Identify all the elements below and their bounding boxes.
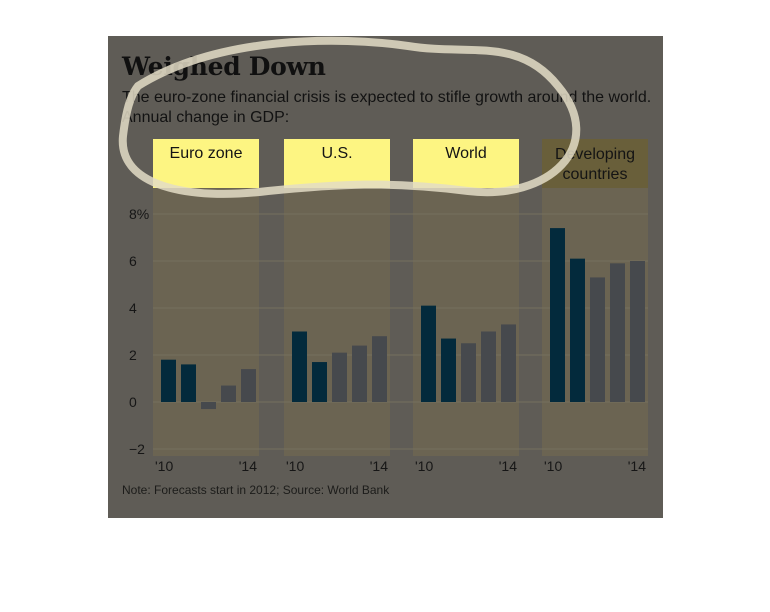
bar xyxy=(312,362,327,402)
x-tick-label: '10 xyxy=(415,458,433,474)
y-tick-label: 6 xyxy=(129,253,137,269)
panel-label: World xyxy=(445,145,487,162)
bar xyxy=(352,345,367,402)
y-tick-label: 2 xyxy=(129,347,137,363)
panel-header xyxy=(153,139,259,188)
panel-label: Euro zone xyxy=(170,145,243,162)
chart-subtitle: The euro-zone financial crisis is expect… xyxy=(122,89,652,126)
bar xyxy=(461,343,476,402)
bar xyxy=(570,258,585,402)
bar xyxy=(372,336,387,402)
bar xyxy=(610,263,625,402)
bar xyxy=(181,364,196,402)
panel-label: U.S. xyxy=(321,145,352,162)
x-tick-label: '14 xyxy=(370,458,388,474)
x-tick-label: '10 xyxy=(155,458,173,474)
chart-note: Note: Forecasts start in 2012; Source: W… xyxy=(122,483,390,497)
bar xyxy=(441,338,456,402)
x-tick-label: '14 xyxy=(239,458,257,474)
bar xyxy=(630,261,645,402)
x-tick-label: '10 xyxy=(286,458,304,474)
bar xyxy=(590,277,605,402)
panel-header xyxy=(413,139,519,188)
bar xyxy=(481,331,496,402)
bar xyxy=(201,402,216,410)
y-tick-label: 8% xyxy=(129,206,149,222)
highlight-outline xyxy=(118,36,581,198)
panel-background xyxy=(284,188,390,456)
bar xyxy=(332,352,347,402)
panel-header xyxy=(284,139,390,188)
y-tick-label: 0 xyxy=(129,394,137,410)
x-tick-label: '14 xyxy=(499,458,517,474)
chart-card: Weighed Down The euro-zone financial cri… xyxy=(108,36,663,518)
panel-background xyxy=(153,188,259,456)
x-tick-label: '10 xyxy=(544,458,562,474)
bar xyxy=(292,331,307,402)
x-tick-label: '14 xyxy=(628,458,646,474)
bar xyxy=(421,305,436,402)
bar xyxy=(221,385,236,402)
bar xyxy=(550,228,565,402)
bar xyxy=(161,359,176,402)
bar xyxy=(241,369,256,402)
y-tick-label: −2 xyxy=(129,441,145,457)
bar xyxy=(501,324,516,402)
y-tick-label: 4 xyxy=(129,300,137,316)
